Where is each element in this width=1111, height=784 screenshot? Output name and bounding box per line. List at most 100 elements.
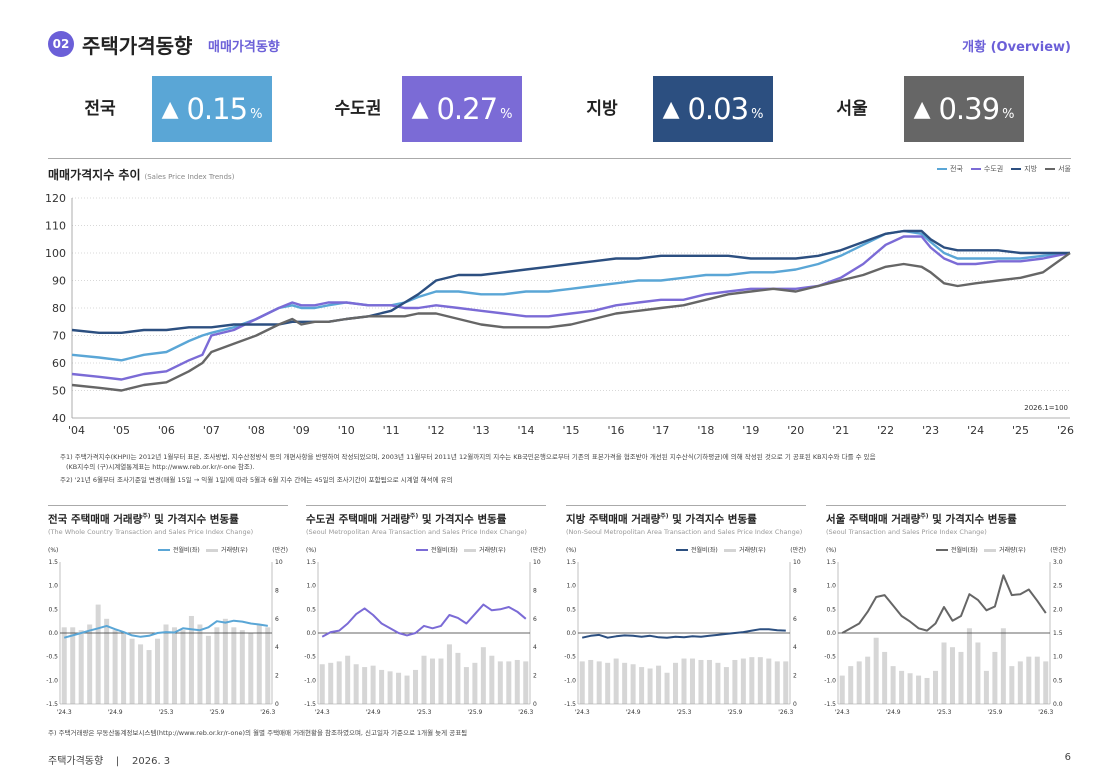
change-unit: % [1002,106,1015,122]
x-tick-label: '25 [1012,424,1029,437]
small-chart-title: 지방 주택매매 거래량주) 및 가격지수 변동률 [566,513,757,526]
volume-bar [639,667,645,704]
right-tick-label: 1.5 [1053,630,1063,637]
up-arrow-icon: ▲ [662,96,680,122]
volume-bar [421,655,427,704]
volume-bar [396,672,402,704]
small-chart-title: 수도권 주택매매 거래량주) 및 가격지수 변동률 [306,513,507,526]
x-tick-label: '26.3 [518,709,533,716]
volume-bar [231,627,237,704]
right-tick-label: 0.5 [1053,677,1063,684]
change-unit: % [500,106,513,122]
volume-bar [924,677,930,704]
bottom-note: 주) 주택거래량은 부동산통계정보시스템(http://www.reb.or.k… [48,729,468,737]
volume-bar [839,675,845,704]
volume-bar [865,656,871,704]
volume-bar [472,662,478,704]
volume-bar [70,627,76,704]
x-tick-label: '25.3 [158,709,173,716]
right-tick-label: 2.0 [1053,606,1063,613]
left-tick-label: 1.5 [826,559,836,566]
volume-bar [588,659,594,704]
page-subtitle: 매매가격동향 [208,40,280,55]
volume-bar [222,618,228,704]
small-chart-subtitle: (The Whole Country Transaction and Sales… [48,528,254,536]
volume-bar [1000,628,1006,704]
volume-bar [630,664,636,704]
volume-bar [429,658,435,704]
main-chart-legend: 전국 수도권 지방 서울 [929,164,1071,174]
right-axis-label: (만건) [790,546,806,554]
x-tick-label: '05 [113,424,130,437]
up-arrow-icon: ▲ [913,96,931,122]
left-axis-label: (%) [306,547,316,554]
y-tick-label: 40 [52,412,66,425]
volume-bar [983,670,989,704]
right-tick-label: 3.0 [1053,559,1063,566]
legend-bar-label: 거래량(우) [999,546,1026,554]
footer-left: 주택가격동향 | 2026. 3 [48,756,171,767]
volume-bar [514,659,520,704]
overview-label: 개황 (Overview) [962,40,1071,55]
series-line-수도권 [71,235,1071,381]
right-tick-label: 4 [275,644,279,651]
volume-bar [370,665,376,704]
left-tick-label: 1.0 [826,583,836,590]
legend-bar-label: 거래량(우) [221,546,248,554]
volume-bar [890,666,896,704]
page-number: 6 [1064,752,1071,763]
left-tick-label: -0.5 [304,654,316,661]
left-tick-label: 0.0 [566,630,576,637]
volume-bar [673,662,679,704]
left-tick-label: -1.5 [304,701,316,708]
legend-line-label: 전월비(좌) [691,546,718,554]
x-tick-label: '26.3 [1038,709,1053,716]
small-bar-line-chart-수도권: (%) (만건) 전월비(좌) 거래량(우) -1.5 -1.0 -0.5 0.0 0.5 1.0… [304,546,546,716]
small-chart-divider [826,505,1066,506]
volume-bar [480,647,486,704]
page-title: 주택가격동향 [82,34,193,58]
volume-bar [463,667,469,704]
volume-bar [774,661,780,704]
volume-bar [163,624,169,704]
left-tick-label: 1.0 [566,583,576,590]
x-tick-label: '26 [1057,424,1074,437]
volume-bar [766,658,772,704]
volume-bar [353,664,359,704]
right-tick-label: 0 [533,701,537,708]
volume-bar [404,675,410,704]
legend-bar-label: 거래량(우) [739,546,766,554]
left-tick-label: -1.0 [46,677,58,684]
volume-bar [605,662,611,704]
volume-bar [622,662,628,704]
x-tick-label: '12 [428,424,445,437]
legend-label: 서울 [1058,165,1071,173]
volume-bar [698,659,704,704]
change-unit: % [250,106,263,122]
left-tick-label: 0.5 [306,606,316,613]
x-tick-label: '18 [697,424,714,437]
volume-bar [78,630,84,704]
small-chart-subtitle: (Seoul Metropolitan Area Transaction and… [306,528,527,536]
legend-swatch [937,168,947,170]
volume-bar [1017,661,1023,704]
x-tick-label: '07 [203,424,220,437]
volume-bar [681,658,687,704]
change-value: 0.39 [938,92,1000,126]
small-bar-line-chart-지방: (%) (만건) 전월비(좌) 거래량(우) -1.5 -1.0 -0.5 0.0 0.5 1.0… [564,546,806,716]
volume-bar [613,658,619,704]
volume-bar [992,651,998,704]
volume-bar [1009,666,1015,704]
legend-line-label: 전월비(좌) [173,546,200,554]
volume-bar [87,624,93,704]
volume-bar [188,615,194,704]
left-tick-label: 0.5 [566,606,576,613]
y-tick-label: 100 [45,247,66,260]
volume-bar [941,642,947,704]
change-rate-line [321,603,527,638]
left-tick-label: -1.0 [304,677,316,684]
volume-bar [387,671,393,704]
change-box-national: ▲ 0.15 % [152,76,272,142]
small-chart-title: 서울 주택매매 거래량주) 및 가격지수 변동률 [826,513,1017,526]
left-tick-label: 0.0 [306,630,316,637]
